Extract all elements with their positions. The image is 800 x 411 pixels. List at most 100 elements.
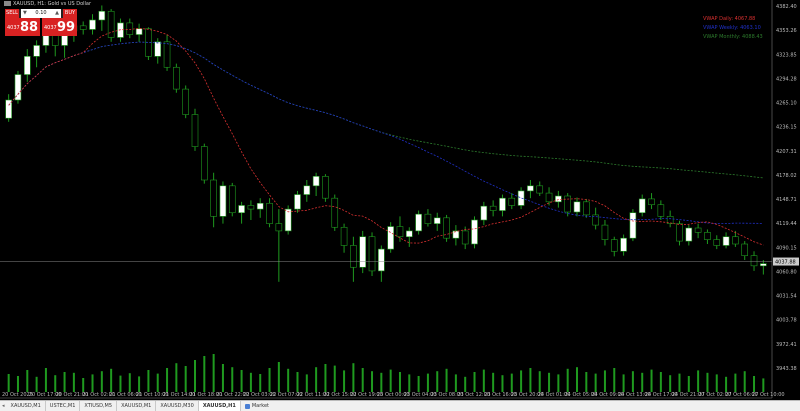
tab-scroll-left-icon[interactable]: ◂ [2,403,5,409]
bear-candle [396,226,404,238]
chart-tab-active[interactable]: XAUUSD,H1 [198,401,241,411]
time-tick-label: 23 Oct 16:00 [484,392,517,398]
bid-price-box[interactable]: 4037 88 [5,18,40,36]
volume-bar [268,368,271,392]
bull-candle [378,248,385,272]
bull-candle [359,236,367,268]
volume-bar [203,356,206,392]
bear-candle [601,224,609,240]
volume-bar [464,376,467,392]
price-tick-label: 4265.10 [776,101,797,107]
bear-candle [145,28,152,57]
price-tick-label: 4148.71 [776,197,797,203]
time-tick-label: 21 Oct 02:00 [82,392,115,398]
volume-bar [557,374,560,392]
time-tick-label: 21 Oct 22:00 [216,392,249,398]
time-tick-label: 27 Oct 02:00 [698,392,731,398]
bull-candle [517,190,525,206]
bull-candle [294,194,301,210]
volume-bar [398,372,401,392]
volume-bar [166,368,169,392]
volume-bar [212,354,215,392]
one-click-trading-panel: SELL ▼ 0.10 ▲ BUY 4037 88 4037 99 [5,9,77,36]
volume-bar [277,362,280,392]
volume-bar [445,368,448,392]
chart-tab[interactable]: USTEC,M1 [46,401,81,411]
volume-bar [631,371,634,392]
volume-bar [91,374,94,392]
chart-tab[interactable]: XAUUSD,M1 [7,401,46,411]
bull-candle [98,10,106,21]
volume-bar [287,368,290,392]
trade-row: SELL ▼ 0.10 ▲ BUY [5,9,77,18]
volume-input[interactable]: ▼ 0.10 ▲ [21,9,61,18]
chart-tab[interactable]: XAUUSD,M30 [156,401,199,411]
market-tab[interactable]: Market [241,401,273,411]
volume-bar [417,376,420,392]
price-tick-label: 4294.28 [776,76,797,82]
volume-bar [576,367,578,392]
volume-bar [175,363,178,392]
time-tick-label: 20 Oct 17:00 [29,392,62,398]
volume-bar [743,371,746,392]
volume-bar [389,369,392,392]
legend-vwap-monthly: VWAP Monthly: 4088.43 [703,34,763,40]
volume-bar [380,372,383,392]
bear-candle [201,146,208,181]
chart-canvas[interactable]: 4382.40 4353.26 4323.85 4294.28 4265.10 4236.… [0,0,800,400]
bear-candle [648,198,655,206]
volume-bar [603,370,606,392]
volume-bar [16,376,19,392]
volume-bar [529,368,532,392]
volume-bar [119,375,122,392]
bear-candle [79,25,87,30]
bull-candle [117,22,124,38]
ask-price-box[interactable]: 4037 99 [42,18,77,36]
time-tick-label: 27 Oct 10:00 [752,392,785,398]
volume-bar [613,368,616,392]
chart-icon [4,1,11,6]
chart-tab[interactable]: XTIUSD,M5 [80,401,118,411]
time-tick-label: 24 Oct 21:00 [672,392,705,398]
bear-candle [489,205,497,211]
time-tick-label: 22 Oct 11:00 [297,392,330,398]
volume-bar [147,370,150,392]
time-tick-label: 27 Oct 06:00 [725,392,758,398]
volume-bar [753,376,756,392]
price-tick-label: 4382.40 [776,4,797,10]
market-icon [244,403,250,409]
volume-bar [63,372,66,392]
bull-candle [573,201,581,213]
price-tick-label: 4060.80 [776,269,797,275]
bear-candle [340,226,348,246]
bear-candle [424,213,432,224]
volume-value: 0.10 [35,10,47,16]
chart-tab[interactable]: XAUUSD,M1 [117,401,157,411]
volume-bar [678,373,681,392]
bear-candle [583,201,590,216]
volume-bar [622,374,625,392]
volume-bar [687,376,690,392]
volume-bar [659,372,662,392]
bull-candle [405,230,413,238]
volume-bar [231,367,234,392]
price-tick-label: 3943.38 [776,366,797,372]
volume-bar [566,368,569,392]
time-tick-label: 21 Oct 06:00 [109,392,142,398]
time-tick-label: 21 Oct 10:00 [136,392,169,398]
chevron-down-icon[interactable]: ▼ [23,10,27,16]
volume-bar [371,371,374,392]
bull-candle [238,205,245,214]
sell-button[interactable]: SELL [5,9,19,18]
bull-candle [527,185,534,192]
price-tick-label: 4178.02 [776,173,797,179]
bear-candle [461,230,469,245]
time-tick-label: 24 Oct 05:00 [565,392,598,398]
chevron-up-icon[interactable]: ▲ [55,10,59,16]
legend-vwap-daily: VWAP Daily: 4067.88 [703,16,756,22]
volume-bar [669,375,672,392]
bear-candle [228,185,236,214]
vwap-monthly-line [8,41,764,179]
buy-button[interactable]: BUY [63,9,77,18]
price-chart[interactable]: 4382.40 4353.26 4323.85 4294.28 4265.10 4236.… [0,0,800,400]
